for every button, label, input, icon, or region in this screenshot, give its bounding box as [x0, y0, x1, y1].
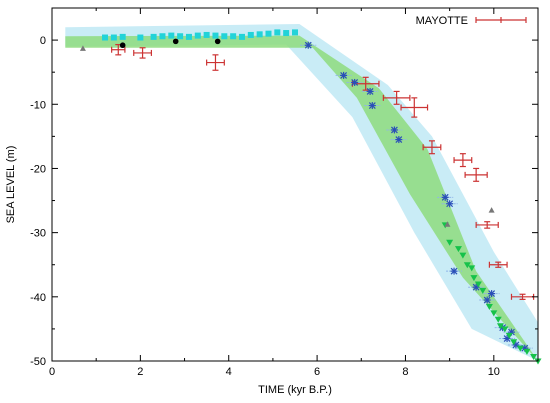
mayotte-point: [464, 167, 488, 182]
blue-star-point: [346, 78, 363, 86]
mayotte-point: [382, 90, 411, 105]
green-triangle-point: [485, 303, 493, 310]
green-triangle-point: [523, 348, 531, 355]
mayotte-point: [453, 153, 473, 168]
blue-star-point: [386, 126, 403, 134]
envelope-bands: [65, 24, 539, 361]
legend-label-mayotte: MAYOTTE: [416, 15, 468, 27]
green-triangle-point: [496, 323, 504, 330]
cyan-square-point: [150, 33, 157, 40]
cyan-square-point: [203, 31, 210, 38]
cyan-square-point: [137, 34, 144, 41]
mayotte-point: [475, 221, 499, 229]
green-triangle-point: [446, 239, 454, 246]
envelope-band: [65, 24, 539, 361]
x-tick-label: 4: [226, 366, 232, 378]
black-dot-point: [214, 38, 221, 45]
mayotte-point: [206, 54, 225, 71]
gray-triangle-point: [444, 221, 451, 227]
cyan-square-point: [274, 29, 281, 36]
cyan-square-point: [159, 33, 166, 40]
cyan-square-point: [265, 30, 272, 37]
cyan-square-point: [110, 34, 117, 41]
green-triangle-point: [510, 339, 518, 346]
green-triangle-point: [494, 316, 502, 323]
y-tick-label: -40: [30, 292, 46, 304]
x-tick-label: 2: [137, 366, 143, 378]
blue-star-point: [364, 102, 381, 110]
green-triangle-point: [454, 246, 462, 253]
y-tick-label: -10: [30, 99, 46, 111]
cyan-square-point: [119, 33, 126, 40]
cyan-square-point: [185, 33, 192, 40]
cyan-square-point: [247, 31, 254, 38]
mayotte-point: [488, 261, 508, 268]
blue-star-point: [335, 71, 352, 79]
y-tick-label: -30: [30, 228, 46, 240]
y-tick-label: -20: [30, 163, 46, 175]
mayotte-point: [510, 293, 535, 300]
gray-triangle-point: [488, 207, 495, 213]
data-marks: [79, 29, 542, 365]
green-triangle-point: [479, 287, 487, 294]
blue-star-point: [437, 193, 454, 201]
green-triangle-point: [501, 326, 509, 333]
y-axis-title: SEA LEVEL (m): [5, 146, 17, 224]
axis-ticks: 0 2 4 6 8 10 0 -10 -20 -30 -40 -50: [30, 8, 538, 378]
green-triangle-point: [490, 310, 498, 317]
cyan-square-point: [102, 34, 109, 41]
cyan-square-point: [194, 32, 201, 39]
mayotte-point: [133, 47, 153, 59]
gray-triangle-point: [79, 45, 86, 51]
blue-star-point: [483, 290, 500, 298]
black-dot-point: [119, 42, 126, 49]
blue-star-point: [441, 200, 458, 208]
blue-star-point: [479, 296, 496, 304]
green-triangle-point: [516, 345, 524, 352]
cyan-square-point: [283, 30, 290, 37]
blue-star-point: [390, 136, 407, 144]
blue-star-point: [446, 267, 463, 275]
x-axis-title: TIME (kyr B.P.): [258, 384, 332, 396]
black-dot-point: [172, 38, 179, 45]
cyan-square-point: [177, 33, 184, 40]
blue-star-point: [300, 41, 317, 49]
legend: MAYOTTE: [416, 15, 527, 27]
cyan-square-point: [168, 32, 175, 39]
mayotte-point: [400, 97, 429, 118]
mayotte-point: [422, 140, 442, 155]
blue-star-point: [362, 87, 379, 95]
cyan-square-point: [230, 33, 237, 40]
cyan-square-point: [238, 33, 245, 40]
green-triangle-point: [468, 265, 476, 272]
cyan-square-point: [212, 32, 219, 39]
green-triangle-point: [470, 275, 478, 282]
x-tick-label: 6: [314, 366, 320, 378]
x-tick-label: 8: [402, 366, 408, 378]
cyan-square-point: [221, 33, 228, 40]
y-tick-label: -50: [30, 356, 46, 368]
cyan-square-point: [292, 29, 298, 36]
x-tick-label: 0: [49, 366, 55, 378]
x-tick-label: 10: [488, 366, 500, 378]
cyan-square-point: [256, 31, 263, 38]
green-triangle-point: [474, 281, 482, 288]
green-triangle-point: [459, 252, 467, 259]
y-tick-label: 0: [40, 35, 46, 47]
mayotte-point: [351, 76, 380, 91]
green-triangle-point: [463, 262, 471, 269]
plot-frame: [51, 7, 539, 362]
green-triangle-point: [530, 354, 538, 361]
green-triangle-point: [505, 332, 513, 339]
